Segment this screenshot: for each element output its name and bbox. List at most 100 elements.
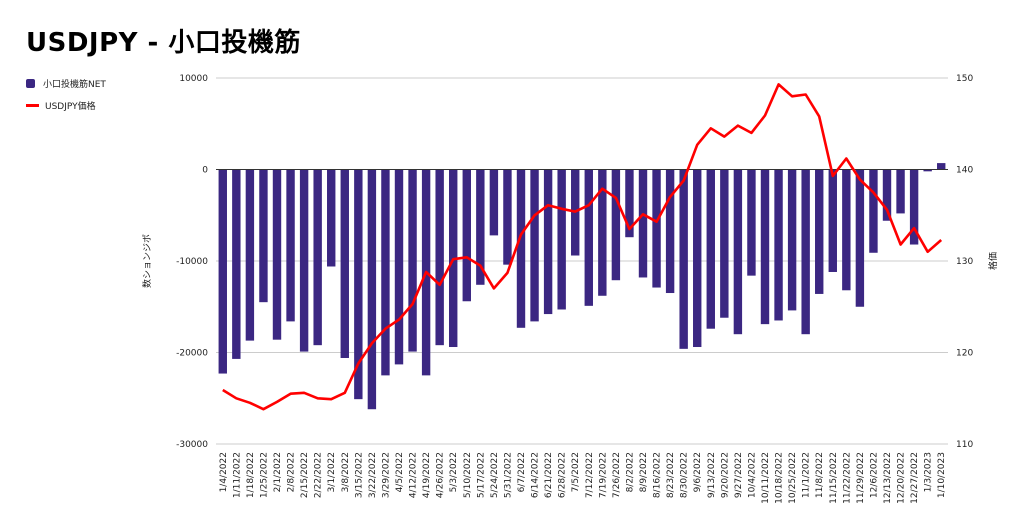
bar <box>557 169 566 310</box>
x-tick-label: 6/28/2022 <box>558 452 568 498</box>
x-tick-label: 1/10/2023 <box>937 452 947 498</box>
bar <box>896 169 905 214</box>
bar <box>842 169 851 291</box>
x-tick-label: 1/3/2023 <box>924 452 934 492</box>
y-left-tick-label: -30000 <box>176 440 208 450</box>
bar <box>272 169 282 340</box>
bar <box>232 169 241 359</box>
bar <box>923 169 932 172</box>
bar <box>462 169 471 302</box>
bar <box>313 169 322 346</box>
bar <box>598 169 607 296</box>
x-tick-label: 3/29/2022 <box>381 452 391 498</box>
legend-label-price: USDJPY価格 <box>45 101 96 112</box>
x-tick-label: 12/13/2022 <box>883 452 893 504</box>
bar <box>489 169 499 236</box>
x-tick-label: 1/25/2022 <box>259 452 269 498</box>
x-tick-label: 4/19/2022 <box>422 452 432 498</box>
x-tick-label: 12/27/2022 <box>910 452 920 504</box>
x-tick-label: 2/1/2022 <box>273 452 283 492</box>
x-tick-label: 2/8/2022 <box>287 452 297 492</box>
bar <box>855 169 865 307</box>
bar <box>611 169 621 281</box>
y-right-tick-label: 110 <box>956 440 973 450</box>
legend-bar-swatch <box>26 78 35 88</box>
bar <box>367 169 377 410</box>
x-tick-label: 11/8/2022 <box>815 452 825 498</box>
x-tick-label: 1/4/2022 <box>219 452 229 492</box>
bar <box>747 169 756 276</box>
bar <box>381 169 390 376</box>
y-right-tick-label: 130 <box>956 257 973 267</box>
y-left-tick-label: -20000 <box>176 349 208 359</box>
x-tick-label: 1/11/2022 <box>232 452 242 498</box>
bar <box>638 169 648 278</box>
legend: 小口投機筋NET USDJPY価格 <box>26 76 106 120</box>
x-tick-label: 8/30/2022 <box>680 452 690 498</box>
bar <box>733 169 743 335</box>
y-right-tick-label: 140 <box>956 166 973 176</box>
bar <box>937 163 946 170</box>
legend-item-price[interactable]: USDJPY価格 <box>26 98 106 112</box>
x-tick-label: 12/6/2022 <box>869 452 879 498</box>
x-tick-label: 9/20/2022 <box>720 452 730 498</box>
bar <box>543 169 553 315</box>
x-tick-label: 4/12/2022 <box>409 452 419 498</box>
bar <box>245 169 255 341</box>
bar <box>435 169 444 346</box>
x-tick-label: 8/23/2022 <box>666 452 676 498</box>
bar <box>476 169 485 285</box>
x-tick-label: 8/16/2022 <box>653 452 663 498</box>
y-right-axis-label: 格価 <box>987 252 999 270</box>
x-tick-label: 9/13/2022 <box>707 452 717 498</box>
y-right-tick-label: 150 <box>956 74 973 84</box>
y-left-tick-label: 10000 <box>179 74 208 84</box>
bar <box>679 169 688 349</box>
x-tick-label: 7/19/2022 <box>598 452 608 498</box>
bar <box>394 169 404 365</box>
y-left-axis-label: 数ションジポ <box>141 234 153 288</box>
x-tick-label: 7/26/2022 <box>612 452 622 498</box>
x-tick-label: 10/18/2022 <box>775 452 785 504</box>
x-tick-label: 1/18/2022 <box>246 452 256 498</box>
x-tick-label: 11/15/2022 <box>829 452 839 504</box>
bar <box>787 169 797 311</box>
x-tick-label: 3/8/2022 <box>341 452 351 492</box>
x-tick-label: 11/29/2022 <box>856 452 866 504</box>
bar <box>720 169 729 318</box>
bar <box>869 169 878 253</box>
x-tick-label: 7/5/2022 <box>571 452 581 492</box>
bar <box>774 169 783 321</box>
x-tick-label: 5/17/2022 <box>476 452 486 498</box>
bar <box>354 169 363 400</box>
x-tick-label: 11/22/2022 <box>842 452 852 504</box>
bar <box>693 169 702 348</box>
bar <box>815 169 824 294</box>
bar <box>584 169 593 306</box>
bar <box>882 169 892 221</box>
legend-item-net[interactable]: 小口投機筋NET <box>26 76 106 90</box>
y-left-tick-label: 0 <box>202 166 208 176</box>
bar <box>665 169 675 294</box>
x-tick-label: 5/3/2022 <box>449 452 459 492</box>
bar <box>530 169 539 322</box>
x-tick-label: 4/26/2022 <box>436 452 446 498</box>
x-tick-label: 3/15/2022 <box>354 452 364 498</box>
bar <box>760 169 770 325</box>
bar <box>652 169 661 288</box>
bar <box>516 169 526 328</box>
bar <box>828 169 837 272</box>
x-tick-label: 6/14/2022 <box>531 452 541 498</box>
x-tick-label: 7/12/2022 <box>585 452 595 498</box>
bar <box>327 169 336 267</box>
legend-label-net: 小口投機筋NET <box>43 79 106 90</box>
x-tick-label: 2/22/2022 <box>314 452 324 498</box>
legend-line-swatch <box>26 103 39 107</box>
x-tick-label: 11/1/2022 <box>802 452 812 498</box>
bar <box>801 169 810 335</box>
bar <box>503 169 512 265</box>
x-tick-label: 6/21/2022 <box>544 452 554 498</box>
bar <box>259 169 268 303</box>
bar <box>340 169 349 358</box>
x-tick-label: 5/24/2022 <box>490 452 500 498</box>
